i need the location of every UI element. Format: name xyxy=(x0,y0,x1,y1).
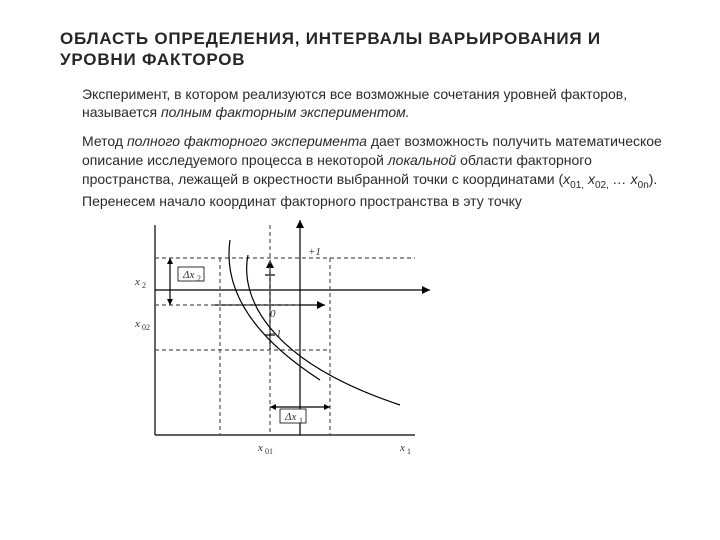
c2: x xyxy=(584,171,595,187)
svg-text:2: 2 xyxy=(197,274,201,283)
p2-i1: полного факторного эксперимента xyxy=(127,133,367,149)
p2-a: Метод xyxy=(82,133,127,149)
svg-text:x: x xyxy=(134,276,140,288)
c2s: 02, xyxy=(595,180,609,191)
svg-text:0: 0 xyxy=(270,308,276,320)
svg-text:x: x xyxy=(134,318,140,330)
svg-text:Δx: Δx xyxy=(284,411,296,423)
svg-text:1: 1 xyxy=(299,416,303,425)
svg-text:01: 01 xyxy=(265,447,273,456)
svg-text:2: 2 xyxy=(142,281,146,290)
c3: … x xyxy=(609,171,638,187)
c1s: 01, xyxy=(570,180,584,191)
c3s: 0n xyxy=(638,180,649,191)
p2-i2: локальной xyxy=(388,152,456,168)
title-line-1: ОБЛАСТЬ ОПРЕДЕЛЕНИЯ, ИНТЕРВАЛЫ ВАРЬИРОВА… xyxy=(60,29,601,48)
p1-i: полным факторным экспериментом. xyxy=(161,104,410,120)
svg-text:+1: +1 xyxy=(308,246,321,258)
svg-text:1: 1 xyxy=(276,328,282,340)
svg-text:−: − xyxy=(268,328,275,340)
svg-text:1: 1 xyxy=(407,447,411,456)
paragraph-2: Метод полного факторного эксперимента да… xyxy=(60,132,680,211)
factor-space-diagram: x2x02+11−Δx2Δx10x01x1 xyxy=(100,215,460,465)
svg-text:Δx: Δx xyxy=(182,269,194,281)
svg-text:x: x xyxy=(399,442,405,454)
body-text: Эксперимент, в котором реализуются все в… xyxy=(60,85,680,212)
slide-title: ОБЛАСТЬ ОПРЕДЕЛЕНИЯ, ИНТЕРВАЛЫ ВАРЬИРОВА… xyxy=(60,28,680,71)
title-line-2: УРОВНИ ФАКТОРОВ xyxy=(60,50,245,69)
paragraph-1: Эксперимент, в котором реализуются все в… xyxy=(60,85,680,123)
svg-text:x: x xyxy=(257,442,263,454)
svg-text:02: 02 xyxy=(142,323,150,332)
